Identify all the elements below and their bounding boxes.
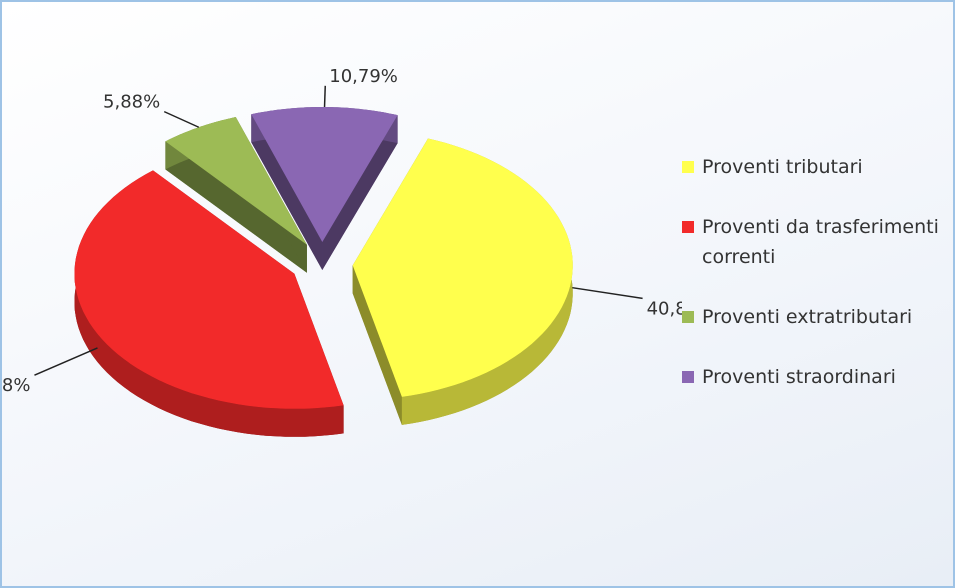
legend-label: Proventi da trasferimenti correnti	[702, 216, 939, 268]
legend-label: Proventi tributari	[702, 156, 863, 178]
pie-slice	[74, 170, 344, 437]
data-label: 42,48%	[2, 375, 30, 396]
legend-swatch	[682, 161, 694, 173]
slice-side	[352, 265, 402, 425]
legend-item: Proventi da trasferimenti correnti	[682, 212, 947, 272]
legend-swatch	[682, 371, 694, 383]
data-label: 40,86%	[647, 298, 682, 319]
legend-swatch	[682, 221, 694, 233]
slice-side	[251, 114, 323, 270]
data-label: 5,88%	[103, 92, 160, 113]
pie-slice	[165, 117, 307, 273]
legend-label: Proventi extratributari	[702, 306, 913, 328]
slice-top	[165, 117, 307, 245]
leader-line	[572, 286, 643, 300]
legend-item: Proventi tributari	[682, 152, 947, 182]
data-label: 10,79%	[329, 66, 398, 87]
slice-side	[322, 115, 398, 270]
leader-line	[34, 347, 98, 376]
slice-top	[74, 170, 344, 409]
legend: Proventi tributari Proventi da trasferime…	[682, 152, 947, 422]
slice-side	[165, 141, 307, 273]
leader-line	[323, 85, 327, 108]
pie-slice	[352, 138, 573, 425]
slice-top	[251, 107, 398, 242]
legend-swatch	[682, 311, 694, 323]
slice-wall	[74, 170, 344, 437]
leader-line	[163, 110, 200, 128]
legend-item: Proventi straordinari	[682, 362, 947, 392]
slice-top	[352, 138, 573, 397]
legend-label: Proventi straordinari	[702, 366, 896, 388]
pie-slice	[251, 107, 398, 270]
pie-chart: 40,86% 42,48% 5,88% 10,79%	[2, 66, 682, 437]
legend-item: Proventi extratributari	[682, 302, 947, 332]
